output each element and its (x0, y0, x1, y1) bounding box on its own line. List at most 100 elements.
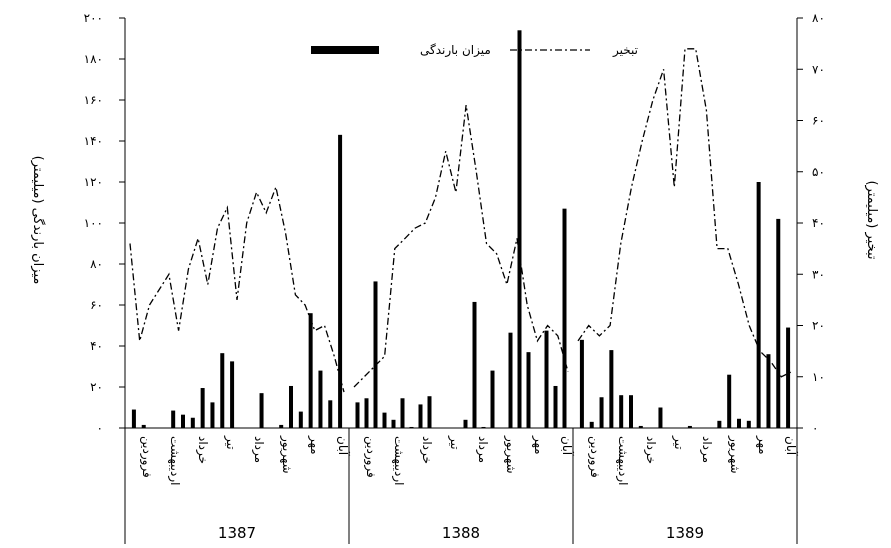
month-label: شهریور (503, 435, 518, 474)
rain-bar (355, 402, 360, 428)
month-label: آبان (560, 436, 575, 456)
left-tick-label: ۲۰ (90, 380, 103, 394)
rain-bar (717, 420, 722, 428)
month-label: تیر (671, 435, 686, 450)
rain-bar (619, 395, 624, 428)
left-tick-label: ۱۲۰ (84, 175, 103, 189)
left-tick-label: ۱۰۰ (84, 216, 103, 230)
rain-bar (508, 332, 513, 428)
rain-bar (190, 417, 195, 428)
month-label: اردیبهشت (391, 436, 406, 485)
rain-bar (463, 419, 468, 428)
rain-bar (746, 420, 751, 428)
year-label: 1387 (218, 524, 256, 542)
month-label: آبان (336, 436, 351, 456)
rain-bar (589, 421, 594, 428)
right-ticks: ۰ ۱۰ ۲۰ ۳۰ ۴۰ ۵۰ ۶۰ ۷۰ ۸۰ (797, 11, 825, 435)
year-labels: 1387 1388 1389 (124, 428, 798, 544)
rain-bar (210, 402, 215, 428)
rain-bar (481, 426, 486, 428)
legend: تبخیر میزان بارندگی (311, 43, 638, 58)
rain-bar (131, 409, 136, 428)
rain-bar (776, 218, 781, 428)
left-tick-label: ۶۰ (90, 298, 103, 312)
right-tick-label: ۲۰ (812, 319, 825, 333)
rain-bar (230, 361, 235, 428)
rain-bar (181, 414, 185, 428)
rain-bar (737, 418, 741, 428)
rain-bar (727, 374, 732, 428)
right-tick-label: ۵۰ (812, 165, 825, 179)
rain-bar (472, 301, 477, 428)
month-label: تیر (447, 435, 462, 450)
year-label: 1389 (666, 524, 704, 542)
evap-line (353, 105, 569, 388)
rain-bar (220, 353, 225, 428)
rain-bar (308, 313, 313, 428)
right-tick-label: ۷۰ (812, 62, 825, 76)
rain-bar (638, 425, 643, 428)
rain-bar (318, 370, 323, 428)
rain-bar (427, 396, 432, 428)
month-labels: فروردین اردیبهشت خرداد تیر مرداد شهریور مهر آبا… (139, 435, 799, 485)
month-label: آبان (784, 436, 799, 456)
rain-bar (526, 352, 531, 428)
rain-bar (544, 330, 549, 428)
legend-evap-label: تبخیر (612, 43, 638, 58)
right-tick-label: ۴۰ (812, 216, 825, 230)
legend-rain-label: میزان بارندگی (420, 43, 491, 58)
evap-line (129, 184, 345, 393)
right-tick-label: ۶۰ (812, 114, 825, 128)
rain-bar (553, 385, 558, 428)
right-tick-label: ۱۰ (812, 370, 825, 384)
rain-bar (756, 182, 761, 428)
month-label: مرداد (699, 436, 714, 463)
month-label: تیر (223, 435, 238, 450)
rain-bar (279, 424, 284, 428)
rain-bar (490, 370, 495, 428)
month-label: شهریور (279, 435, 294, 474)
y-left-title: میزان بارندگی (میلیمتر) (30, 156, 46, 285)
rain-bar (599, 397, 604, 428)
left-tick-label: ۱۴۰ (84, 134, 103, 148)
month-label: فروردین (363, 436, 378, 478)
year-label: 1388 (442, 524, 480, 542)
month-label: اردیبهشت (615, 436, 630, 485)
rain-bar (391, 419, 396, 428)
legend-rain-swatch (311, 46, 379, 54)
rain-bar (382, 412, 387, 428)
left-tick-label: ۲۰۰ (84, 11, 103, 25)
evap-lines (129, 48, 793, 393)
month-label: مهر (307, 435, 322, 455)
rain-bars (131, 30, 791, 429)
month-label: خرداد (643, 436, 658, 464)
rain-bar (259, 393, 264, 428)
rain-bar (579, 339, 584, 428)
month-label: شهریور (727, 435, 742, 474)
y-right-title: تبخیر (میلیمتر) (864, 180, 879, 259)
left-tick-label: ۱۸۰ (84, 52, 103, 66)
month-label: مرداد (251, 436, 266, 463)
rain-bar (562, 208, 567, 428)
rain-bar (609, 350, 614, 428)
month-label: خرداد (195, 436, 210, 464)
rain-bar (517, 30, 522, 429)
rain-bar (338, 134, 343, 428)
rain-bar (400, 398, 405, 428)
month-label: مهر (531, 435, 546, 455)
month-label: فروردین (587, 436, 602, 478)
rain-bar (687, 425, 692, 428)
right-tick-label: ۸۰ (812, 11, 825, 25)
rain-bar (298, 411, 303, 428)
month-label: فروردین (139, 436, 154, 478)
rain-bar (364, 398, 369, 428)
month-label: مهر (755, 435, 770, 455)
rain-bar (629, 395, 633, 428)
rain-bar (373, 281, 378, 428)
rain-bar (141, 424, 146, 428)
month-label: خرداد (419, 436, 434, 464)
rain-bar (418, 404, 423, 428)
rain-bar (328, 400, 333, 428)
